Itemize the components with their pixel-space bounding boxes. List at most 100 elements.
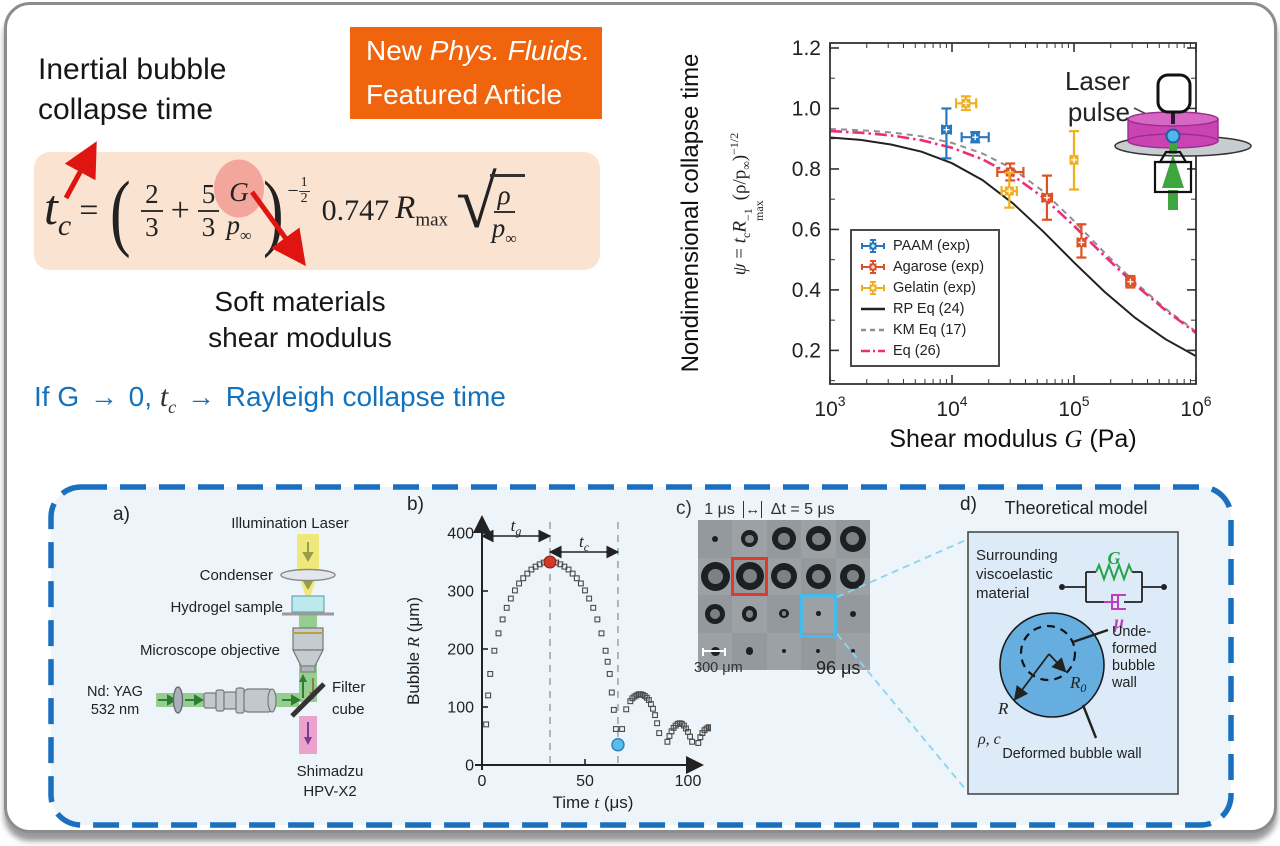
legend-entry: RP Eq (24) [859, 298, 994, 319]
scale-bar [702, 648, 726, 656]
legend-label: KM Eq (17) [893, 321, 967, 338]
spring-icon [1095, 562, 1133, 582]
featured-article-badge: New Phys. Fluids. Featured Article [350, 27, 602, 119]
badge-prefix: New [366, 35, 430, 66]
svg-text:400: 400 [447, 526, 474, 543]
R-label: R [997, 699, 1009, 718]
svg-text:0: 0 [478, 773, 487, 790]
surrounding-label-line3: material [976, 585, 1029, 602]
frame-cell [801, 520, 836, 558]
frame-cell [766, 557, 802, 595]
panel-c-image-sequence: c) 1 μs ↔ Δt = 5 μs 300 μm 96 μs [676, 492, 976, 702]
condenser-label: Condenser [200, 567, 273, 584]
chart-legend: PAAM (exp) Agarose (exp) Gelatin (exp) RP E… [850, 229, 1000, 367]
deformed-label: Deformed bubble wall [1002, 746, 1141, 762]
legend-entry: KM Eq (17) [859, 319, 994, 340]
highlight-box-red [731, 556, 768, 596]
deformed-pointer [1081, 704, 1098, 739]
svg-text:0.6: 0.6 [792, 218, 821, 241]
hydrogel-sample-label: Hydrogel sample [170, 599, 283, 616]
right-arrow-icon: → [186, 381, 215, 412]
camera-label-line2: HPV-X2 [303, 783, 356, 800]
sqrt-radical: √ ρ p∞ [456, 166, 525, 248]
condenser-lens [280, 568, 336, 582]
laser-beam-stem [1171, 112, 1175, 124]
frame-cell [835, 520, 870, 558]
interval-label: Δt = 5 μs [770, 501, 835, 518]
series-Gelatin (exp) [954, 95, 1079, 209]
svg-text:105: 105 [1058, 393, 1089, 421]
microscope-objective-label: Microscope objective [140, 642, 280, 659]
collapse-point [611, 738, 625, 752]
svg-text:100: 100 [675, 773, 702, 790]
svg-text:104: 104 [936, 393, 967, 421]
rayleigh-limit-note: If G → 0, tc → Rayleigh collapse time [34, 380, 506, 417]
filter-cube-mirror [290, 682, 326, 718]
surrounding-label-line1: Surrounding [976, 547, 1058, 564]
shear-modulus-highlight: G [229, 176, 249, 207]
inset-label-line1: Laser [1065, 66, 1130, 96]
badge-line2: Featured Article [366, 79, 563, 110]
nd-filter-lens [172, 686, 184, 714]
panel-d-theoretical-model: d) Theoretical model Surrounding viscoel… [960, 494, 1179, 795]
surrounding-label-line2: viscoelastic [976, 566, 1053, 583]
panel-a-tag: a) [113, 504, 130, 525]
ndyag-label-line1: Nd: YAG [87, 684, 143, 700]
legend-entry: PAAM (exp) [859, 235, 994, 256]
svg-text:200: 200 [447, 642, 474, 659]
frame-cell [766, 520, 802, 558]
frame-cell [835, 557, 870, 595]
R-arrow [1013, 653, 1050, 701]
objective-body [1153, 160, 1193, 194]
svg-text:1.0: 1.0 [792, 97, 821, 120]
frame-cell [801, 595, 836, 633]
fiber-tip [1156, 73, 1192, 114]
illumination-laser-label: Illumination Laser [231, 515, 349, 532]
frame-cell [698, 557, 733, 595]
legend-label: RP Eq (24) [893, 300, 965, 317]
spring-label: G [1108, 548, 1121, 568]
kelvin-voigt-element [1059, 562, 1167, 610]
frame-cell [732, 557, 767, 595]
beam-expander [203, 687, 277, 714]
interval-arrow-icon: ↔ [743, 501, 763, 518]
frame-cell [732, 595, 767, 633]
panel-b-tag: b) [407, 494, 424, 515]
page-title-line1: Inertial bubble [38, 53, 227, 86]
deformed-bubble [999, 612, 1105, 718]
curve-RP Eq (24) [830, 136, 1196, 357]
undeformed-label-line4: wall [1111, 675, 1137, 691]
badge-journal: Phys. Fluids. [429, 35, 591, 66]
legend-label: PAAM (exp) [893, 237, 971, 254]
page-title: Inertial bubble collapse time [38, 50, 226, 130]
scale-bar-label: 300 μm [694, 660, 743, 676]
green-cone [1162, 154, 1184, 188]
svg-text:106: 106 [1180, 393, 1211, 421]
legend-label: Gelatin (exp) [893, 279, 977, 296]
green-beam-tail [1168, 190, 1178, 210]
svg-text:50: 50 [576, 773, 594, 790]
panel-d-title: Theoretical model [1004, 498, 1147, 518]
panel-a-setup-diagram: a) Illumination Laser Condenser Hydrogel… [87, 504, 365, 800]
svg-text:1.2: 1.2 [792, 37, 821, 60]
right-arrow-icon [158, 694, 302, 706]
frame-cell [766, 595, 802, 633]
shear-modulus-caption: Soft materials shear modulus [208, 286, 392, 353]
legend-label: Agarose (exp) [893, 258, 985, 275]
svg-text:300: 300 [447, 584, 474, 601]
filter-cube-label-line1: Filter [332, 679, 365, 696]
frame-cell [698, 595, 733, 633]
camera-label-line1: Shimadzu [297, 763, 364, 780]
growth-time-label: tg [511, 516, 522, 538]
undeformed-pointer [1072, 628, 1109, 644]
series-PAAM (exp) [941, 107, 990, 160]
frame-cell [835, 595, 870, 633]
svg-text:0: 0 [465, 758, 474, 775]
medium-properties-label: ρ, c [977, 731, 1001, 748]
ndyag-label-line2: 532 nm [91, 702, 139, 718]
frame-cell [732, 520, 767, 558]
legend-entry: Eq (26) [859, 340, 994, 361]
panel-d-tag: d) [960, 494, 977, 515]
green-beam [1169, 140, 1177, 154]
